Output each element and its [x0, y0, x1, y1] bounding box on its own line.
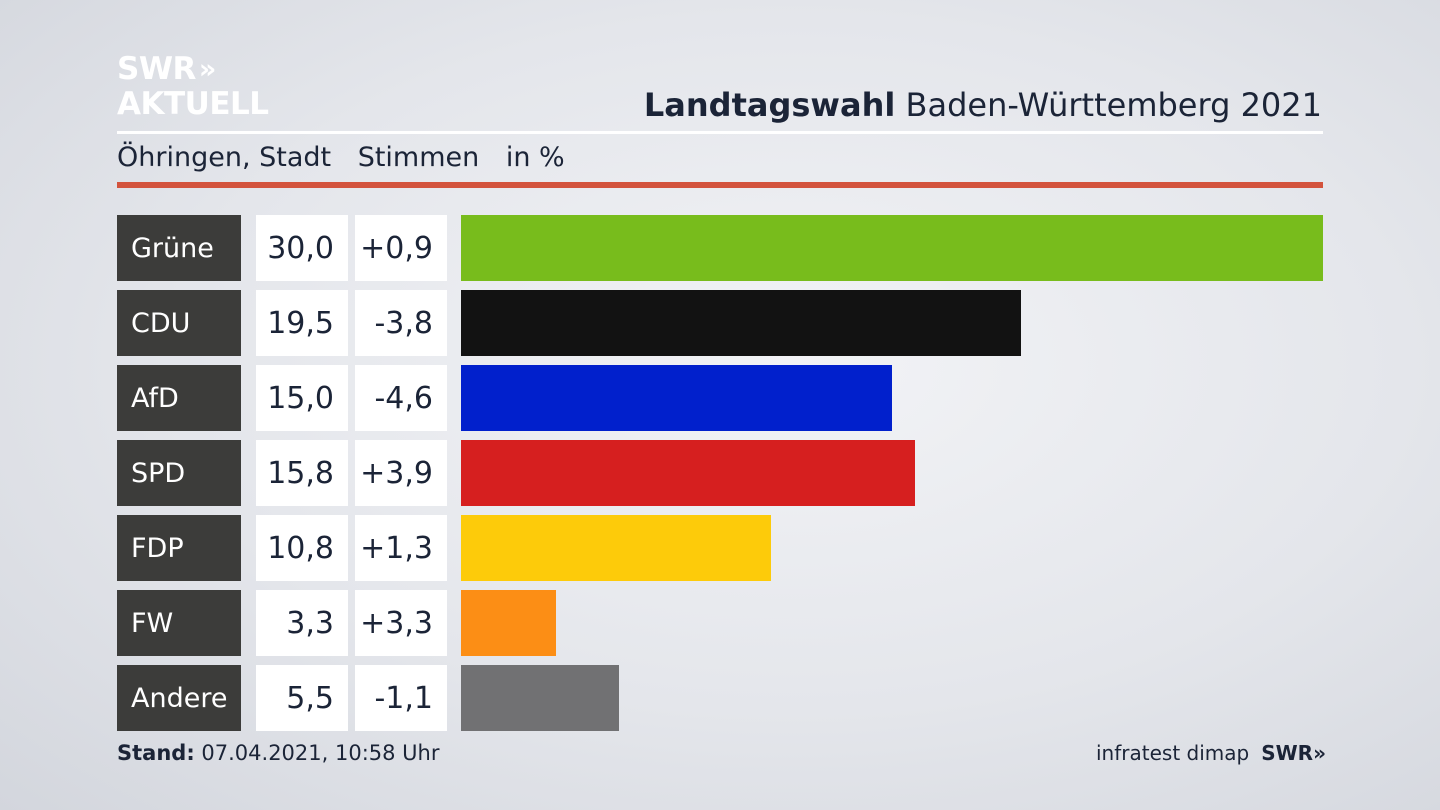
swr-brand-logo: SWR»: [1261, 741, 1326, 765]
vote-change-value: +3,9: [355, 440, 447, 506]
logo-aktuell: AKTUELL: [117, 86, 269, 122]
party-label: AfD: [117, 365, 241, 431]
vote-change-value: -3,8: [355, 290, 447, 356]
subtitle-unit: in %: [505, 142, 565, 173]
party-label: CDU: [117, 290, 241, 356]
vote-share-value: 3,3: [256, 590, 348, 656]
party-label: Andere: [117, 665, 241, 731]
subtitle-place: Öhringen, Stadt: [117, 142, 332, 173]
vote-share-value: 10,8: [256, 515, 348, 581]
brand-text: SWR: [1261, 741, 1314, 765]
title-bold: Landtagswahl: [643, 86, 896, 124]
vote-share-bar: [461, 590, 556, 656]
title-rest: Baden-Württemberg 2021: [895, 86, 1323, 124]
vote-share-bar: [461, 515, 771, 581]
vote-share-value: 30,0: [256, 215, 348, 281]
vote-share-bar: [461, 290, 1021, 356]
party-label: FW: [117, 590, 241, 656]
brand-arrows-icon: »: [1313, 741, 1326, 765]
vote-share-bar: [461, 440, 915, 506]
chart-row: Andere 5,5 -1,1: [117, 665, 1323, 731]
vote-share-bar: [461, 665, 619, 731]
accent-divider: [117, 182, 1323, 188]
page-title: Landtagswahl Baden-Württemberg 2021: [644, 86, 1322, 124]
vote-change-value: +0,9: [355, 215, 447, 281]
timestamp: Stand: 07.04.2021, 10:58 Uhr: [117, 741, 440, 765]
subtitle-metric: Stimmen: [357, 142, 480, 173]
vote-share-value: 15,8: [256, 440, 348, 506]
source-credit: infratest dimap SWR»: [1096, 741, 1326, 765]
swr-aktuell-logo: SWR» AKTUELL: [117, 54, 269, 120]
header-divider: [117, 131, 1323, 134]
party-label: Grüne: [117, 215, 241, 281]
vote-share-bar: [461, 365, 892, 431]
logo-swr: SWR: [117, 51, 196, 87]
stand-label: Stand:: [117, 741, 195, 765]
vote-share-bar: [461, 215, 1323, 281]
chart-row: Grüne 30,0 +0,9: [117, 215, 1323, 281]
party-label: SPD: [117, 440, 241, 506]
vote-share-value: 19,5: [256, 290, 348, 356]
chart-subtitle: Öhringen, Stadt Stimmen in %: [117, 142, 583, 173]
vote-change-value: -4,6: [355, 365, 447, 431]
vote-change-value: -1,1: [355, 665, 447, 731]
chart-row: FDP 10,8 +1,3: [117, 515, 1323, 581]
chart-row: SPD 15,8 +3,9: [117, 440, 1323, 506]
chart-row: CDU 19,5 -3,8: [117, 290, 1323, 356]
stand-value: 07.04.2021, 10:58 Uhr: [194, 741, 440, 765]
vote-change-value: +1,3: [355, 515, 447, 581]
source-label: infratest dimap: [1096, 741, 1250, 765]
vote-change-value: +3,3: [355, 590, 447, 656]
party-label: FDP: [117, 515, 241, 581]
chart-row: FW 3,3 +3,3: [117, 590, 1323, 656]
vote-share-value: 5,5: [256, 665, 348, 731]
logo-arrows-icon: »: [198, 54, 217, 85]
vote-share-value: 15,0: [256, 365, 348, 431]
chart-row: AfD 15,0 -4,6: [117, 365, 1323, 431]
